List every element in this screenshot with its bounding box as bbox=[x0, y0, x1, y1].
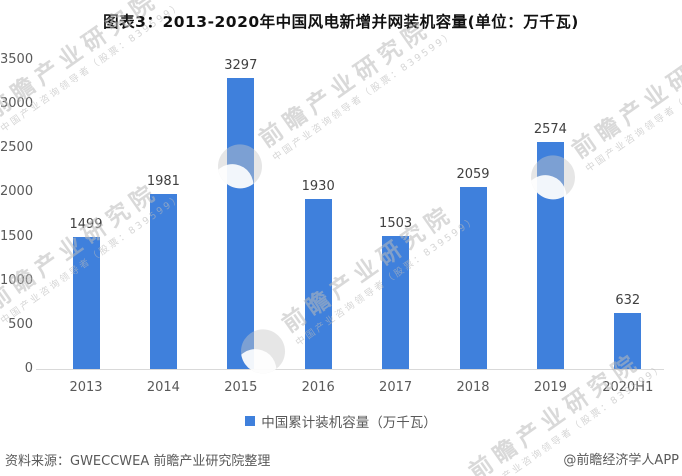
legend-label: 中国累计装机容量（万千瓦） bbox=[261, 415, 437, 431]
y-tick-label: 3500 bbox=[0, 52, 34, 67]
y-tick-label: 1500 bbox=[0, 228, 34, 244]
x-category-label: 2020H1 bbox=[602, 380, 654, 395]
chart-title: 图表3：2013-2020年中国风电新增并网装机容量(单位：万千瓦) bbox=[103, 13, 579, 31]
legend-swatch-icon bbox=[245, 416, 256, 426]
bar bbox=[614, 313, 642, 369]
y-tick-label: 1000 bbox=[0, 272, 34, 288]
x-category-label: 2018 bbox=[456, 380, 490, 395]
x-category-label: 2016 bbox=[301, 380, 335, 395]
bar-value-label: 1930 bbox=[301, 179, 335, 194]
bar bbox=[227, 78, 255, 369]
bar-value-label: 2059 bbox=[456, 167, 490, 182]
bar-value-label: 3297 bbox=[224, 58, 258, 73]
bar-value-label: 632 bbox=[615, 293, 641, 308]
bar bbox=[149, 194, 177, 369]
bar bbox=[304, 199, 332, 369]
legend: 中国累计装机容量（万千瓦） bbox=[0, 411, 682, 431]
y-tick-label: 3000 bbox=[0, 96, 34, 112]
bar-value-label: 1503 bbox=[379, 216, 413, 231]
x-axis-line bbox=[36, 369, 664, 370]
data-source-text: 资料来源：GWECCWEA 前瞻产业研究院整理 bbox=[5, 454, 271, 469]
credit-text: @前瞻经济学人APP bbox=[563, 453, 679, 468]
bar-value-label: 2574 bbox=[533, 122, 567, 137]
bar bbox=[536, 142, 564, 369]
x-category-label: 2013 bbox=[69, 380, 103, 395]
x-category-label: 2015 bbox=[224, 380, 258, 395]
y-tick-label: 2500 bbox=[0, 140, 34, 156]
bar-value-label: 1499 bbox=[69, 217, 103, 232]
x-category-label: 2017 bbox=[379, 380, 413, 395]
y-tick-label: 500 bbox=[8, 316, 33, 332]
x-category-label: 2014 bbox=[146, 380, 180, 395]
x-category-label: 2019 bbox=[533, 380, 567, 395]
y-tick-label: 0 bbox=[24, 361, 33, 376]
bar bbox=[382, 236, 410, 369]
bar bbox=[72, 237, 100, 369]
bar bbox=[459, 187, 487, 369]
bar-value-label: 1981 bbox=[146, 174, 180, 189]
y-tick-label: 2000 bbox=[0, 184, 34, 200]
